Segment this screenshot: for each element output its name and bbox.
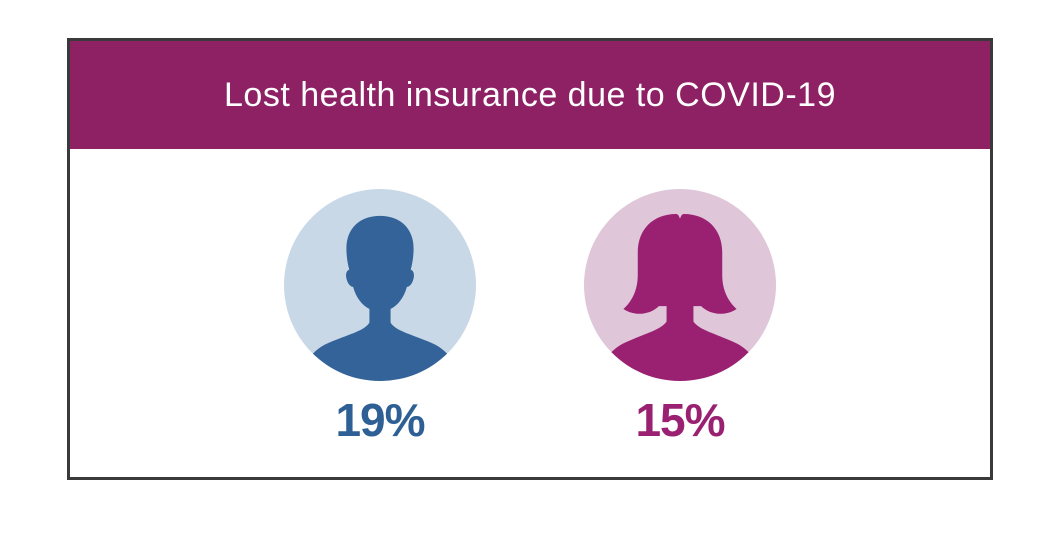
female-percentage-label: 15% (635, 394, 725, 446)
card-header: Lost health insurance due to COVID-19 (70, 41, 990, 149)
female-person-icon (584, 189, 776, 381)
female-figure-block: 15% (584, 189, 776, 447)
chart-title: Lost health insurance due to COVID-19 (224, 75, 836, 114)
male-person-icon (284, 189, 476, 381)
infographic-card: Lost health insurance due to COVID-19 19… (67, 38, 993, 480)
figures-row: 19% 15% (70, 189, 990, 447)
male-percentage-label: 19% (335, 394, 425, 446)
male-silhouette (302, 215, 458, 381)
female-silhouette (600, 213, 760, 381)
male-figure-block: 19% (284, 189, 476, 447)
